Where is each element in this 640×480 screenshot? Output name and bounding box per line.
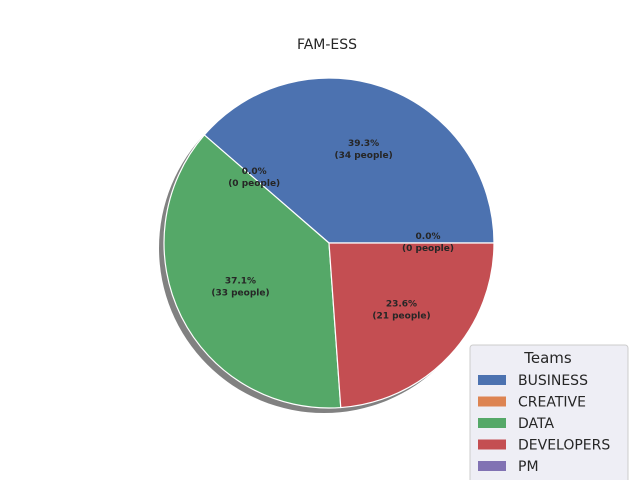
legend-label-business: BUSINESS [518,373,588,389]
legend-swatch-data [478,418,506,428]
legend: Teams BUSINESS CREATIVE DATA DEVELOPERS PM [469,344,629,480]
legend-label-pm: PM [518,459,539,475]
slice-label-developers: 23.6% (21 people) [372,299,430,321]
pie-slice-data [163,134,342,409]
legend-title: Teams [523,349,572,367]
legend-swatch-developers [478,439,506,450]
legend-swatch-business [478,375,506,385]
pie-slice-developers [328,242,495,409]
pie-slice-business [203,77,495,244]
legend-swatch-creative [478,396,506,407]
slice-label-data: 37.1% (33 people) [211,276,269,298]
legend-box [469,344,629,480]
chart-title: FAM-ESS [297,37,357,53]
legend-label-developers: DEVELOPERS [518,438,610,454]
legend-swatch-pm [478,461,506,471]
legend-label-creative: CREATIVE [518,395,586,411]
legend-label-data: DATA [518,416,554,432]
slice-label-pm: 0.0% (0 people) [402,232,454,254]
slice-label-creative: 0.0% (0 people) [228,167,280,189]
slice-label-business: 39.3% (34 people) [334,139,392,161]
pie-slices [163,77,495,409]
pie-labels: 39.3% (34 people) 0.0% (0 people) 37.1% (33 p… [211,139,454,321]
